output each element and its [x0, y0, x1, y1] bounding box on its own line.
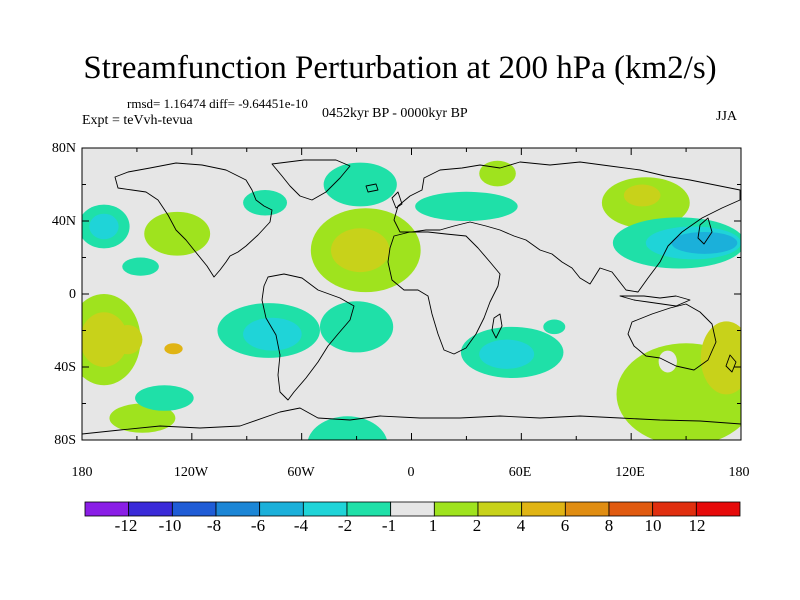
y-tick-label-40n: 40N — [51, 214, 76, 229]
coastline-eurasia — [393, 161, 741, 293]
colorbar-swatch-0 — [84, 501, 130, 517]
anomaly-region-18 — [164, 343, 183, 355]
colorbar-swatch-3 — [215, 501, 261, 517]
anomaly-region-22 — [109, 403, 176, 433]
axis-ticks — [81, 147, 742, 441]
x-tick-label-120w: 120W — [173, 465, 209, 480]
anomaly-region-7 — [330, 228, 390, 273]
anomaly-region-9 — [479, 160, 516, 187]
anomaly-region-5 — [323, 162, 397, 207]
coastline-japan — [697, 217, 713, 245]
coastline-new-zealand — [725, 354, 737, 373]
anomaly-region-24 — [307, 416, 387, 440]
y-tick-label-40s: 40S — [54, 360, 76, 375]
colorbar-label-neg8: -8 — [206, 516, 222, 535]
colorbar-label-4: 4 — [516, 516, 526, 535]
colorbar-swatch-4 — [259, 501, 304, 517]
colorbar-label-neg10: -10 — [158, 516, 182, 535]
anomaly-region-29 — [700, 321, 741, 395]
anomaly-region-1 — [89, 213, 119, 240]
y-tick-label-80s: 80S — [54, 433, 76, 448]
colorbar-label-12: 12 — [688, 516, 706, 535]
anomaly-region-17 — [113, 325, 143, 355]
anomaly-region-4 — [243, 189, 288, 216]
anomaly-region-8 — [415, 191, 518, 221]
colorbar-swatch-2 — [171, 501, 217, 517]
y-tick-label-80n: 80N — [51, 141, 76, 156]
colorbar-swatch-10 — [521, 501, 566, 517]
colorbar-swatch-9 — [477, 501, 523, 517]
colorbar-swatch-11 — [564, 501, 610, 517]
colorbar-swatch-12 — [608, 501, 654, 517]
colorbar-label-neg6: -6 — [250, 516, 266, 535]
x-tick-label-60w: 60W — [287, 465, 315, 480]
colorbar-label-neg2: -2 — [337, 516, 353, 535]
colorbar-swatch-13 — [652, 501, 697, 517]
coastline-madagascar — [491, 313, 503, 339]
anomaly-region-21 — [319, 301, 394, 353]
coastline-indonesia — [619, 295, 691, 307]
colorbar-swatch-8 — [433, 501, 479, 517]
figure-title: Streamfunction Perturbation at 200 hPa (… — [83, 50, 717, 86]
colorbar-label-6: 6 — [560, 516, 570, 535]
x-tick-label-120e: 120E — [615, 465, 645, 480]
anomaly-region-23 — [135, 385, 194, 411]
anomaly-region-3 — [144, 211, 211, 256]
colorbar-swatch-1 — [128, 501, 173, 517]
anomaly-region-16 — [82, 312, 128, 367]
colorbar-label-neg1: -1 — [381, 516, 397, 535]
anomaly-region-2 — [122, 257, 159, 276]
x-tick-label-60e: 60E — [508, 465, 532, 480]
coastline-south-america — [261, 273, 355, 401]
colorbar-swatch-5 — [302, 501, 348, 517]
coastline-iceland — [365, 183, 379, 193]
coastline-africa — [387, 231, 501, 355]
coastline-north-america — [114, 162, 273, 278]
colorbar-label-neg4: -4 — [293, 516, 309, 535]
anomaly-region-20 — [243, 317, 302, 351]
coastline-australia — [627, 303, 717, 371]
x-tick-label-180w: 180 — [71, 465, 93, 480]
colorbar-label-neg12: -12 — [114, 516, 138, 535]
colorbar-label-10: 10 — [644, 516, 662, 535]
colorbar-label-1: 1 — [428, 516, 438, 535]
colorbar — [84, 501, 741, 517]
x-tick-label-180e: 180 — [728, 465, 750, 480]
coastline-greenland — [271, 159, 351, 201]
coastline-antarctica — [82, 407, 741, 435]
anomaly-region-26 — [479, 339, 535, 369]
experiment-label: Expt = teVvh-tevua — [82, 113, 193, 128]
colorbar-label-8: 8 — [604, 516, 614, 535]
anomaly-region-27 — [543, 319, 566, 335]
colorbar-label-2: 2 — [472, 516, 482, 535]
coastline-british-isles — [391, 191, 403, 209]
y-tick-label-0: 0 — [69, 287, 76, 302]
rmsd-diff-text: rmsd= 1.16474 diff= -9.64451e-10 — [127, 96, 308, 111]
colorbar-swatch-6 — [346, 501, 392, 517]
coastline-layer — [82, 159, 741, 435]
colorbar-swatch-14 — [695, 501, 741, 517]
period-label: 0452kyr BP - 0000kyr BP — [322, 106, 468, 121]
x-tick-label-0: 0 — [407, 465, 415, 480]
anomaly-contour-layer — [82, 160, 741, 440]
season-label: JJA — [716, 109, 738, 124]
anomaly-region-11 — [623, 184, 661, 207]
colorbar-swatch-7 — [390, 501, 435, 517]
